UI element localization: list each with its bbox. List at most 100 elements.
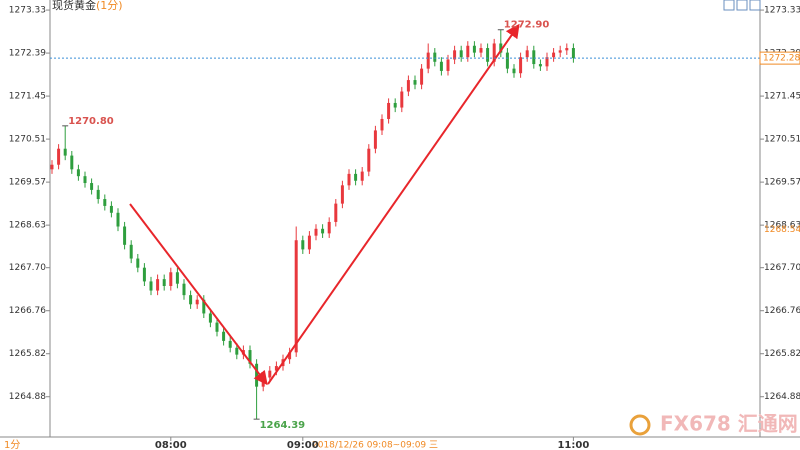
y-tick-label: 1265.82 <box>9 349 46 359</box>
body <box>340 185 344 204</box>
y2-tick-label: 1265.82 <box>764 349 800 359</box>
x-tick-label: 11:00 <box>557 440 589 450</box>
body <box>301 240 305 250</box>
body <box>426 52 430 69</box>
body <box>268 370 272 378</box>
last-price-label: 1272.28 <box>763 54 800 64</box>
cursor-price-label: 1268.54 <box>764 225 800 235</box>
period-footer: 1分 <box>4 439 20 450</box>
body <box>406 80 410 92</box>
arrow <box>129 203 268 386</box>
body <box>354 173 358 181</box>
body <box>63 148 67 156</box>
chart-title: 现货黄金 <box>52 0 96 12</box>
high-label: 1272.90 <box>504 20 550 31</box>
y2-tick-label: 1266.76 <box>764 306 800 316</box>
body <box>453 50 457 60</box>
y2-tick-label: 1270.51 <box>764 135 800 145</box>
y2-tick-label: 1268.63 <box>764 221 800 231</box>
body <box>248 350 252 364</box>
body <box>116 212 120 227</box>
body <box>565 48 569 51</box>
body <box>400 91 404 108</box>
body <box>195 299 199 305</box>
body <box>235 347 239 355</box>
body <box>505 52 509 69</box>
high-label: 1270.80 <box>68 116 114 127</box>
body <box>294 240 298 353</box>
body <box>175 272 179 284</box>
body <box>499 43 503 53</box>
body <box>274 366 278 371</box>
y2-tick-label: 1273.33 <box>764 6 800 16</box>
body <box>393 102 397 108</box>
body <box>321 228 325 234</box>
body <box>446 59 450 71</box>
body <box>57 148 61 165</box>
body <box>439 61 443 71</box>
body <box>189 295 193 305</box>
body <box>169 272 173 286</box>
body <box>314 228 318 236</box>
body <box>420 68 424 85</box>
y-tick-label: 1268.63 <box>9 221 46 231</box>
body <box>552 52 556 58</box>
body <box>136 258 140 268</box>
body <box>532 50 536 65</box>
y-tick-label: 1271.45 <box>9 92 46 102</box>
body <box>228 340 232 348</box>
body <box>50 164 54 170</box>
body <box>182 283 186 296</box>
body <box>123 226 127 245</box>
body <box>208 313 212 323</box>
body <box>327 221 331 234</box>
body <box>142 267 146 282</box>
body <box>360 171 364 181</box>
tool-icon[interactable] <box>736 0 748 11</box>
body <box>222 331 226 341</box>
body <box>571 48 575 59</box>
y2-tick-label: 1271.45 <box>764 92 800 102</box>
body <box>558 50 562 53</box>
body <box>156 279 160 291</box>
toolbar[interactable] <box>723 0 761 11</box>
y-tick-label: 1270.51 <box>9 135 46 145</box>
y-tick-label: 1267.70 <box>9 263 46 273</box>
body <box>472 45 476 53</box>
body <box>387 102 391 119</box>
y2-tick-label: 1269.57 <box>764 178 800 188</box>
body <box>459 50 463 58</box>
y2-tick-label: 1264.88 <box>764 392 800 402</box>
body <box>162 279 166 286</box>
body <box>255 363 259 387</box>
body <box>76 169 80 177</box>
body <box>334 203 338 222</box>
period: (1分) <box>96 0 123 12</box>
body <box>90 183 94 190</box>
body <box>433 52 437 62</box>
body <box>512 68 516 74</box>
tool-icon[interactable] <box>723 0 735 11</box>
y-tick-label: 1264.88 <box>9 392 46 402</box>
tool-icon[interactable] <box>749 0 761 11</box>
y2-tick-label: 1267.70 <box>764 263 800 273</box>
watermark-logo <box>629 414 651 436</box>
body <box>129 244 133 259</box>
body <box>545 57 549 67</box>
body <box>70 155 74 170</box>
arrow <box>267 23 520 385</box>
body <box>380 118 384 131</box>
y-tick-label: 1273.33 <box>9 6 46 16</box>
y-tick-label: 1272.39 <box>9 49 46 59</box>
body <box>288 352 292 360</box>
low-label: 1264.39 <box>260 420 306 431</box>
body <box>96 189 100 200</box>
body <box>215 322 219 332</box>
y-tick-label: 1269.57 <box>9 178 46 188</box>
body <box>413 80 417 85</box>
body <box>103 199 107 206</box>
body <box>347 173 351 186</box>
x-tick-label: 09:00 <box>287 440 319 450</box>
